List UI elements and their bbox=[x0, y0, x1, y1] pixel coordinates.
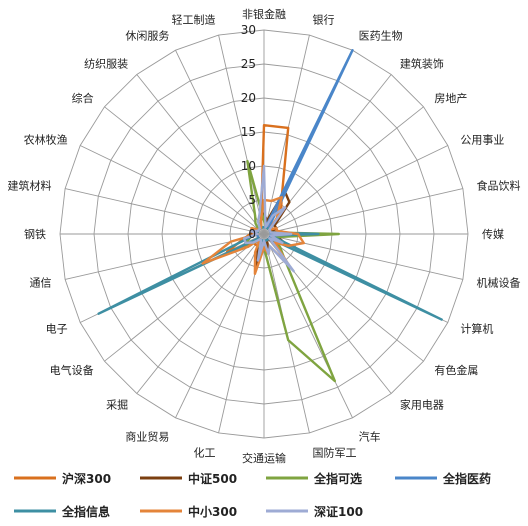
category-label: 公用事业 bbox=[460, 133, 504, 146]
category-label: 国防军工 bbox=[313, 446, 357, 460]
radar-grid bbox=[59, 29, 469, 439]
category-label: 建筑装饰 bbox=[400, 57, 444, 71]
category-label: 轻工制造 bbox=[172, 13, 216, 27]
category-label: 综合 bbox=[72, 91, 94, 105]
grid-spoke bbox=[104, 106, 265, 235]
grid-spoke bbox=[263, 106, 424, 235]
grid-spoke bbox=[263, 145, 448, 235]
grid-spoke bbox=[263, 233, 424, 362]
grid-spoke bbox=[263, 188, 464, 235]
grid-spoke bbox=[64, 188, 265, 235]
legend-label: 中小300 bbox=[188, 504, 237, 519]
category-label: 非银金融 bbox=[242, 7, 286, 21]
category-label: 纺织服装 bbox=[84, 57, 128, 71]
tick-label: 30 bbox=[241, 23, 256, 37]
grid-spoke bbox=[136, 233, 265, 394]
radial-tick-labels: 0 5 10 15 20 25 30 bbox=[241, 23, 256, 241]
tick-label: 20 bbox=[241, 91, 256, 105]
grid-spoke bbox=[175, 233, 265, 418]
category-label: 化工 bbox=[194, 446, 216, 460]
category-label: 钢铁 bbox=[24, 228, 46, 241]
category-label: 建筑材料 bbox=[8, 179, 52, 193]
category-label: 农林牧渔 bbox=[24, 132, 68, 146]
category-label: 有色金属 bbox=[434, 363, 478, 377]
category-label: 电子 bbox=[46, 323, 68, 336]
grid-spoke bbox=[136, 74, 265, 235]
category-label: 商业贸易 bbox=[125, 429, 169, 443]
category-label: 医药生物 bbox=[359, 29, 403, 43]
category-label: 传媒 bbox=[482, 228, 504, 241]
category-label: 家用电器 bbox=[400, 397, 444, 411]
tick-label: 10 bbox=[241, 159, 256, 173]
category-label: 汽车 bbox=[359, 429, 381, 443]
grid-spoke bbox=[104, 233, 265, 362]
radar-series bbox=[97, 49, 443, 383]
category-label: 交通运输 bbox=[242, 451, 286, 465]
legend-label: 全指可选 bbox=[313, 471, 362, 486]
tick-label: 25 bbox=[241, 57, 256, 71]
series-line-5 bbox=[201, 195, 305, 275]
tick-label: 5 bbox=[248, 193, 256, 207]
grid-spoke bbox=[263, 233, 353, 418]
legend-label: 全指医药 bbox=[442, 471, 491, 486]
grid-spoke bbox=[218, 34, 265, 235]
legend-label: 深证100 bbox=[314, 504, 363, 519]
category-label: 电气设备 bbox=[50, 363, 94, 377]
legend-label: 中证500 bbox=[188, 471, 237, 486]
category-label: 房地产 bbox=[434, 91, 467, 105]
legend-label: 全指信息 bbox=[61, 504, 110, 519]
tick-label: 0 bbox=[248, 227, 256, 241]
grid-spoke bbox=[175, 50, 265, 235]
category-label: 食品饮料 bbox=[477, 179, 521, 193]
tick-label: 15 bbox=[241, 125, 256, 139]
category-label: 计算机 bbox=[460, 322, 493, 336]
grid-spoke bbox=[263, 233, 464, 280]
category-label: 银行 bbox=[313, 13, 335, 27]
grid-spoke bbox=[80, 145, 265, 235]
legend-label: 沪深300 bbox=[62, 471, 111, 486]
category-label: 通信 bbox=[30, 277, 52, 290]
category-labels: 非银金融 银行医药生物建筑装饰房地产公用事业食品饮料传媒机械设备计算机有色金属家用… bbox=[8, 7, 521, 465]
category-label: 采掘 bbox=[106, 397, 128, 411]
category-label: 休闲服务 bbox=[125, 29, 169, 43]
series-line-6 bbox=[242, 164, 295, 273]
category-label: 机械设备 bbox=[477, 276, 521, 290]
